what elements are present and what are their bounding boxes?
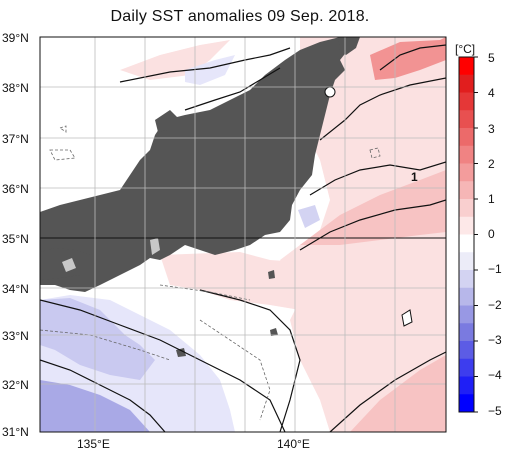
colorbar-tick: −2 (488, 298, 502, 312)
land-sado-island (155, 110, 178, 132)
island-hachijo (270, 328, 278, 336)
lat-label: 36°N (2, 182, 29, 196)
colorbar (458, 56, 478, 413)
colorbar-swatch (459, 287, 474, 306)
colorbar-swatch (459, 181, 474, 200)
colorbar-tick: 3 (488, 122, 495, 136)
lon-label: 135°E (77, 437, 110, 451)
graticule (40, 37, 446, 432)
colorbar-swatch (459, 92, 474, 111)
colorbar-swatch (459, 358, 474, 377)
colorbar-swatch (459, 323, 474, 342)
cool-anomaly-north (185, 55, 235, 85)
colorbar-tick: 0 (488, 227, 495, 241)
warm-anomaly-japansea (120, 40, 230, 80)
colorbar-tick: 1 (488, 192, 495, 206)
colorbar-swatch (459, 234, 474, 253)
colorbar-swatch (459, 110, 474, 129)
colorbar-swatch (459, 216, 474, 235)
cool-anomaly-southwest-mid (40, 298, 155, 380)
lat-label: 33°N (2, 329, 29, 343)
colorbar-swatch (459, 199, 474, 218)
land-northeast-tip (338, 37, 360, 55)
contour-value-label: 1 (411, 170, 418, 184)
colorbar-swatch (459, 376, 474, 395)
dashed-contours (40, 125, 381, 421)
map-frame (39, 36, 447, 433)
island-izu (268, 270, 275, 279)
colorbar-tick: −4 (488, 368, 502, 382)
colorbar-swatch (459, 128, 474, 147)
colorbar-swatch (459, 394, 474, 413)
colorbar-swatch (459, 145, 474, 164)
warm-anomaly-mid (300, 170, 446, 245)
colorbar-unit: [°C] (455, 42, 476, 56)
colorbar-tick: −1 (488, 262, 502, 276)
colorbar-tick: −3 (488, 333, 502, 347)
lon-label: 140°E (277, 437, 310, 451)
colorbar-tick: −5 (488, 404, 502, 418)
lat-label: 32°N (2, 378, 29, 392)
colorbar-swatch (459, 163, 474, 182)
map-area (40, 37, 446, 432)
island-south (176, 348, 186, 357)
map-title: Daily SST anomalies 09 Sep. 2018. (110, 8, 370, 25)
colorbar-swatch (459, 57, 474, 76)
lat-label: 38°N (2, 81, 29, 95)
colorbar-tick: 4 (488, 86, 495, 100)
island-east (401, 309, 413, 327)
colorbar-tick: 5 (488, 51, 495, 65)
cool-anomaly-bay (298, 205, 320, 228)
warm-anomaly-southcoast (160, 252, 320, 310)
colorbar-swatch (459, 305, 474, 324)
colorbar-swatch (459, 252, 474, 271)
lake-biwa (150, 238, 160, 255)
lat-label: 39°N (2, 31, 29, 45)
island-oshima (324, 86, 336, 98)
island-awaji (62, 258, 76, 272)
lat-label: 34°N (2, 282, 29, 296)
colorbar-tick: 2 (488, 157, 495, 171)
colorbar-swatch (459, 341, 474, 360)
colorbar-swatch (459, 270, 474, 289)
colorbar-swatch (459, 74, 474, 93)
lat-label: 35°N (2, 232, 29, 246)
lat-label: 37°N (2, 132, 29, 146)
lat-label: 31°N (2, 425, 29, 439)
warm-anomaly-southeast (350, 355, 446, 432)
